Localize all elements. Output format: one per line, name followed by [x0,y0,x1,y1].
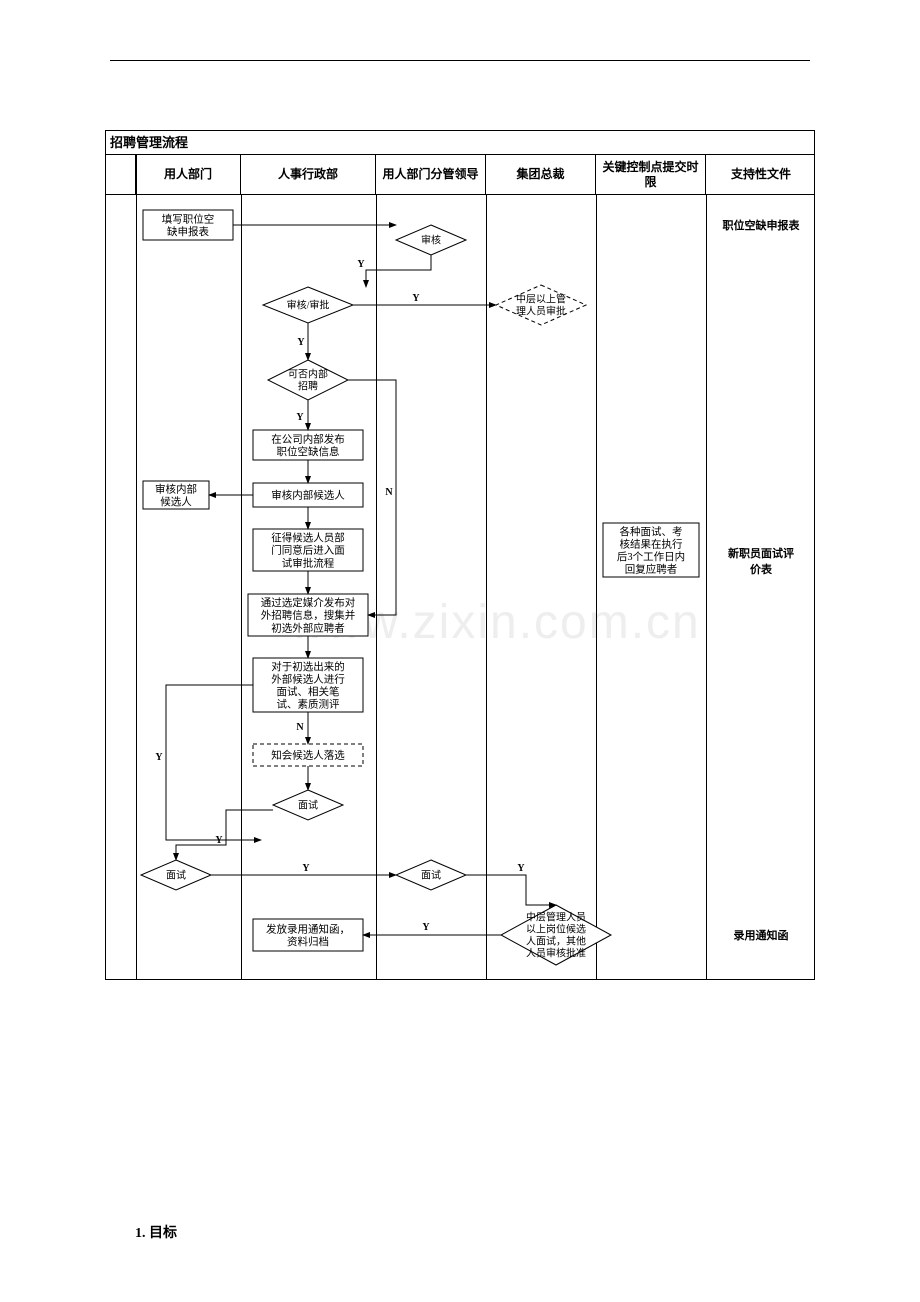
svg-text:Y: Y [155,752,163,763]
lane-header: 人事行政部 [241,155,376,194]
svg-text:对于初选出来的外部候选人进行面试、相关笔试、素质测评: 对于初选出来的外部候选人进行面试、相关笔试、素质测评 [271,660,345,711]
svg-text:各种面试、考核结果在执行后3个工作日内回复应聘者: 各种面试、考核结果在执行后3个工作日内回复应聘者 [617,525,685,576]
svg-text:通过选定媒介发布对外招聘信息，搜集并初选外部应聘者: 通过选定媒介发布对外招聘信息，搜集并初选外部应聘者 [261,596,356,634]
support-doc-label: 职位空缺申报表 [710,217,812,233]
swimlane-diagram: 招聘管理流程 用人部门人事行政部用人部门分管领导集团总裁关键控制点提交时限支持性… [105,130,815,980]
lane-header: 用人部门 [136,155,241,194]
svg-text:Y: Y [412,293,420,304]
lane-header: 集团总裁 [486,155,596,194]
top-horizontal-rule [110,60,810,61]
svg-text:N: N [385,487,393,498]
svg-text:Y: Y [357,259,365,270]
flow-svg: 填写职位空缺申报表审核审核/审批中层以上管理人员审批可否内部招聘在公司内部发布职… [106,195,814,979]
svg-text:Y: Y [422,922,430,933]
lane-headers: 用人部门人事行政部用人部门分管领导集团总裁关键控制点提交时限支持性文件 [106,155,814,195]
page: www.zixin.com.cn 招聘管理流程 用人部门人事行政部用人部门分管领… [0,0,920,1302]
support-doc-label: 新职员面试评价表 [710,545,812,577]
lane-header-gutter [106,155,136,194]
svg-text:审核内部候选人: 审核内部候选人 [271,489,345,502]
svg-text:知会候选人落选: 知会候选人落选 [271,749,345,762]
svg-text:Y: Y [296,412,304,423]
svg-text:审核: 审核 [421,234,441,247]
svg-text:审核内部候选人: 审核内部候选人 [155,482,197,508]
support-doc-label: 录用通知函 [710,927,812,943]
lane-header: 关键控制点提交时限 [596,155,706,194]
svg-text:中层管理人员以上岗位候选人面试，其他人员审核批准: 中层管理人员以上岗位候选人面试，其他人员审核批准 [526,911,586,960]
lane-header: 支持性文件 [706,155,816,194]
svg-text:在公司内部发布职位空缺信息: 在公司内部发布职位空缺信息 [271,432,345,458]
svg-text:N: N [296,722,304,733]
svg-text:Y: Y [215,835,223,846]
svg-text:Y: Y [302,863,310,874]
svg-text:Y: Y [297,337,305,348]
svg-text:中层以上管理人员审批: 中层以上管理人员审批 [516,293,566,318]
svg-text:Y: Y [517,863,525,874]
svg-text:面试: 面试 [166,869,186,882]
svg-text:填写职位空缺申报表: 填写职位空缺申报表 [162,212,215,238]
svg-text:面试: 面试 [421,869,441,882]
svg-text:面试: 面试 [298,799,318,812]
lane-header: 用人部门分管领导 [376,155,486,194]
diagram-title: 招聘管理流程 [106,131,814,155]
section-heading-1: 1. 目标 [135,1222,177,1242]
svg-text:审核/审批: 审核/审批 [287,299,330,312]
svg-text:征得候选人员部门同意后进入面试审批流程: 征得候选人员部门同意后进入面试审批流程 [271,531,345,569]
lanes-body: 填写职位空缺申报表审核审核/审批中层以上管理人员审批可否内部招聘在公司内部发布职… [106,195,814,979]
